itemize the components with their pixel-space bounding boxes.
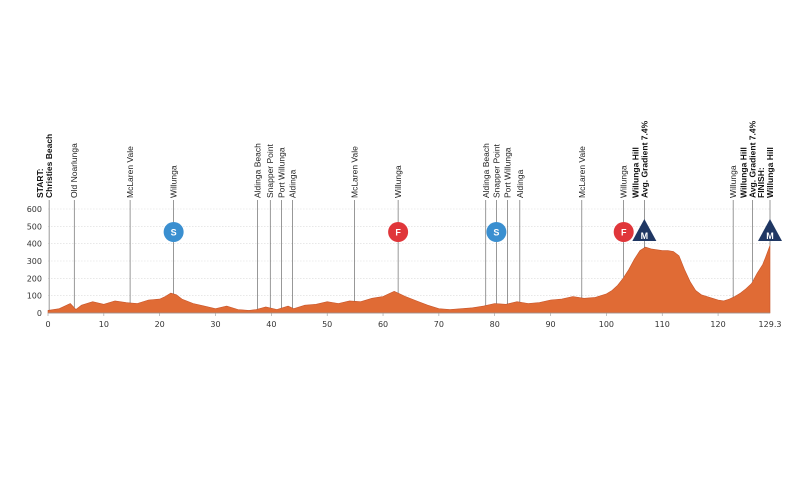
elevation-profile: [47, 245, 771, 314]
x-tick-label: 70: [434, 320, 444, 329]
y-tick-label: 600: [27, 205, 42, 214]
kom-triangle: [758, 219, 782, 241]
waypoint-label: Avg. Gradient 7.4%: [639, 120, 649, 198]
waypoint-label: Willunga: [728, 165, 738, 198]
marker-letter: F: [395, 228, 401, 238]
x-tick-label: 80: [490, 320, 500, 329]
marker-letter: S: [493, 228, 499, 238]
y-tick-label: 100: [27, 292, 42, 301]
y-tick-label: 200: [27, 274, 42, 283]
axes: 0 100 200 300 400 500 600 0 10 20 30 40 50 60 70 80 90 10…: [27, 205, 782, 329]
waypoint-label: Snapper Point: [491, 143, 501, 198]
y-tick-label: 300: [27, 257, 42, 266]
kom-marker: M: [758, 219, 782, 241]
sprint-circle: [486, 222, 507, 242]
marker-letter: M: [641, 231, 649, 241]
x-tick-label: 120: [710, 320, 725, 329]
marker-letter: F: [621, 228, 627, 238]
waypoint-label: Snapper Point: [265, 143, 275, 198]
kom-triangle: [632, 219, 657, 241]
sprint-marker: S: [486, 222, 507, 242]
waypoint-label: Willunga Hill: [630, 147, 640, 198]
waypoint-label: Avg. Gradient 7.4%: [748, 120, 758, 198]
feed-circle: [613, 222, 634, 242]
feed-marker: F: [613, 222, 634, 242]
waypoint-label: McLaren Vale: [125, 146, 135, 198]
waypoint-label: Willunga Hill: [739, 147, 749, 198]
x-tick-label: 20: [155, 320, 165, 329]
x-tick-label: 60: [378, 320, 388, 329]
x-tick-label: 0: [45, 320, 50, 329]
y-tick-label: 400: [27, 240, 42, 249]
sprint-marker: S: [163, 222, 184, 242]
x-tick-label: 10: [99, 320, 109, 329]
x-tick-label: 40: [266, 320, 276, 329]
waypoint-label: Aldinga: [288, 169, 298, 198]
waypoint-label: McLaren Vale: [577, 146, 587, 198]
waypoint-label: Willunga Hill: [765, 147, 775, 198]
waypoint-label: McLaren Vale: [350, 146, 360, 198]
waypoint-label: Aldinga Beach: [252, 143, 262, 198]
waypoint-label: Port Willunga: [276, 147, 286, 198]
x-tick-label: 100: [599, 320, 614, 329]
waypoints: START: Christies Beach Old Noarlunga McLare…: [35, 120, 775, 311]
kom-marker: M: [632, 219, 657, 241]
y-tick-label: 500: [27, 222, 42, 231]
feed-marker: F: [388, 222, 409, 242]
x-tick-label: 90: [545, 320, 555, 329]
feed-circle: [388, 222, 409, 242]
waypoint-label: Christies Beach: [44, 134, 54, 198]
waypoint-label: Aldinga Beach: [481, 143, 491, 198]
sprint-circle: [163, 222, 184, 242]
x-tick-label: 30: [210, 320, 220, 329]
x-tick-label: 110: [655, 320, 670, 329]
waypoint-label: Willunga: [169, 165, 179, 198]
elevation-area: [47, 245, 771, 314]
marker-letter: S: [171, 228, 177, 238]
waypoint-label: Willunga: [393, 165, 403, 198]
waypoint-label: FINISH:: [756, 167, 766, 198]
bottom-band: [0, 349, 800, 484]
marker-letter: M: [766, 231, 774, 241]
stage-profile-chart: START: Christies Beach Old Noarlunga McLare…: [26, 120, 782, 329]
waypoint-label: Willunga: [619, 165, 629, 198]
x-end-label: 129.3: [759, 320, 782, 329]
y-tick-label: 0: [37, 309, 42, 318]
waypoint-label: Old Noarlunga: [69, 143, 79, 198]
x-tick-label: 50: [322, 320, 332, 329]
waypoint-label: START:: [35, 168, 45, 198]
waypoint-label: Port Willunga: [503, 147, 513, 198]
waypoint-label: Aldinga: [515, 169, 525, 198]
